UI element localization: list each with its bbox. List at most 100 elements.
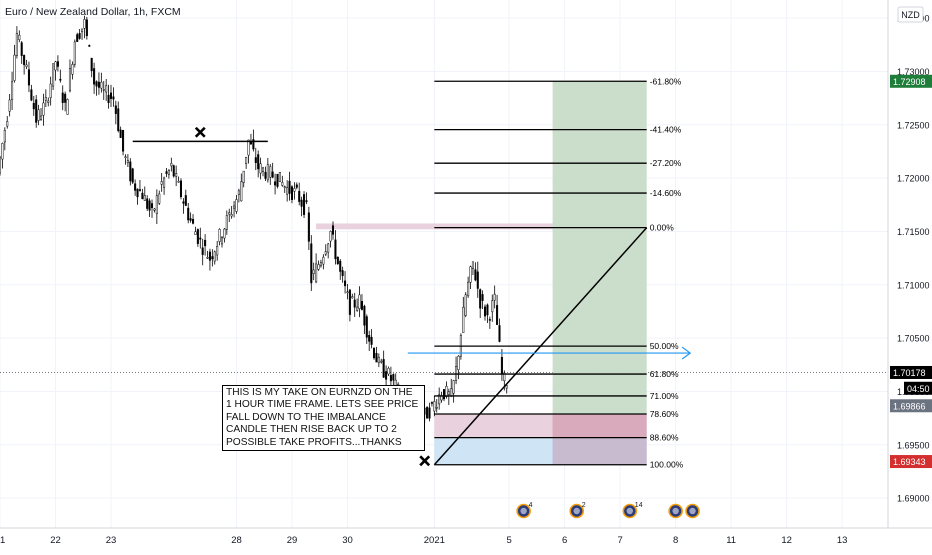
- y-tick-label: 1.72000: [897, 174, 930, 184]
- y-tick-label: 1.71500: [897, 227, 930, 237]
- candle-body: [261, 167, 265, 172]
- candle-body: [223, 228, 226, 239]
- candle-body: [105, 85, 108, 93]
- candle-body: [283, 186, 286, 188]
- candle-body: [146, 198, 149, 209]
- candle-body: [426, 407, 429, 419]
- economic-event-icon-inner: [573, 507, 580, 515]
- y-tick-label: 1.70500: [897, 334, 930, 344]
- candle-body: [450, 388, 453, 397]
- candle-body: [204, 239, 207, 247]
- candle-body: [312, 269, 315, 274]
- candle-body: [307, 212, 310, 242]
- candle-body: [220, 237, 224, 245]
- candle-body: [235, 199, 238, 212]
- price-tag: [904, 381, 932, 395]
- loss-zone: [552, 413, 647, 438]
- candle-body: [269, 166, 272, 178]
- candle-body: [93, 68, 96, 85]
- candle-body: [54, 61, 57, 71]
- x-marker: [194, 126, 206, 138]
- candles: [0, 15, 508, 441]
- candle-body: [281, 182, 284, 186]
- price-axis-bg[interactable]: [888, 0, 932, 528]
- price-tag-label: 1.69866: [893, 401, 926, 411]
- x-tick-label: 2021: [424, 535, 445, 546]
- candle-body: [353, 299, 356, 308]
- price-tag-label: 1.70178: [893, 368, 926, 378]
- price-tag-label: 1.69343: [893, 457, 926, 467]
- candle-body: [479, 289, 482, 309]
- candle-body: [486, 304, 489, 316]
- candle-body: [131, 168, 134, 183]
- currency-badge[interactable]: NZD: [897, 6, 924, 23]
- candle-body: [184, 195, 187, 206]
- annotation-note[interactable]: THIS IS MY TAKE ON EURNZD ON THE 1 HOUR …: [222, 385, 425, 452]
- candle-body: [76, 34, 79, 42]
- candle-body: [102, 89, 105, 91]
- candle-body: [372, 348, 376, 359]
- candle-body: [187, 207, 190, 221]
- candle-body: [27, 69, 30, 86]
- candle-body: [447, 391, 450, 395]
- candle-body: [126, 160, 129, 164]
- candle-body: [351, 296, 354, 299]
- candle-body: [257, 154, 260, 170]
- candle-body: [368, 335, 371, 342]
- candle-body: [360, 301, 363, 310]
- candle-body: [52, 63, 55, 87]
- candle-body: [341, 270, 344, 277]
- candle-body: [68, 68, 72, 92]
- price-tag: [890, 399, 932, 413]
- candle-body: [150, 203, 154, 209]
- candle-body: [271, 171, 274, 178]
- x-marker: [419, 455, 431, 467]
- price-tag-label: 04:50: [907, 384, 930, 394]
- candle-body: [382, 359, 385, 378]
- candle-body: [13, 54, 16, 81]
- candle-body: [160, 181, 163, 185]
- candle-body: [483, 306, 487, 317]
- price-tag: [890, 455, 932, 469]
- x-tick-label: 22: [50, 535, 61, 546]
- candle-body: [346, 291, 349, 293]
- profit-zone: [552, 81, 647, 414]
- x-tick-label: 11: [726, 535, 736, 546]
- candle-body: [317, 264, 320, 270]
- candle-body: [298, 190, 301, 202]
- candle-body: [266, 164, 269, 181]
- candle-body: [327, 243, 330, 253]
- candle-body: [44, 97, 47, 101]
- candle-body: [319, 262, 322, 267]
- event-icons[interactable]: 4 2 14: [516, 502, 700, 519]
- y-tick-label: 1.73000: [897, 67, 930, 77]
- candle-body: [49, 83, 52, 98]
- candle-body: [71, 64, 74, 75]
- candle-body: [356, 306, 359, 311]
- candle-body: [392, 374, 395, 381]
- candle-body: [452, 380, 455, 394]
- candle-body: [276, 173, 279, 187]
- drawings[interactable]: -61.80% -41.40% -27.20% -14.60% 0.00% 50.00% 6…: [132, 76, 692, 470]
- candle-body: [348, 289, 351, 315]
- candle-body: [37, 109, 40, 121]
- candle-body: [47, 100, 50, 103]
- candle-body: [358, 294, 361, 309]
- candle-body: [481, 294, 484, 301]
- candle-body: [206, 257, 209, 259]
- candle-body: [274, 181, 277, 186]
- candle-body: [334, 239, 337, 260]
- economic-event-icon-inner: [626, 507, 634, 515]
- candle-body: [35, 99, 38, 123]
- candle-body: [252, 139, 255, 150]
- candle-body: [288, 180, 291, 194]
- candle-body: [141, 192, 144, 200]
- candle-body: [329, 231, 332, 242]
- candle-body: [370, 336, 373, 345]
- candle-body: [90, 57, 93, 72]
- candle-body: [300, 199, 303, 207]
- candle-body: [78, 33, 81, 39]
